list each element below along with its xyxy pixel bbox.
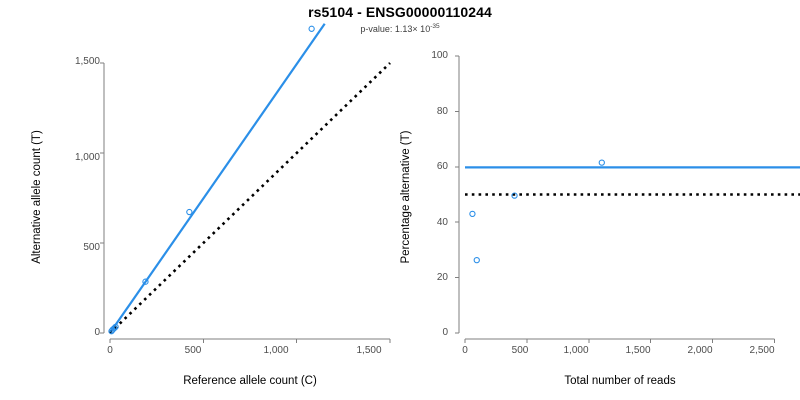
right-y-tick-60: 60 bbox=[436, 161, 448, 172]
right-x-tick-1000: 1,000 bbox=[563, 345, 589, 356]
right-x-tick-2000: 2,000 bbox=[687, 345, 713, 356]
right-x-tick-500: 500 bbox=[511, 345, 529, 356]
x-axis bbox=[109, 338, 391, 343]
left-y-tick-1000: 1,000 bbox=[74, 152, 100, 163]
right-y-tick-20: 20 bbox=[436, 272, 448, 283]
page-title: rs5104 - ENSG00000110244 bbox=[308, 4, 492, 20]
data-point bbox=[598, 159, 605, 166]
left-x-tick-0: 0 bbox=[107, 345, 113, 356]
regression-fit-line bbox=[110, 23, 326, 333]
figure-title-block: rs5104 - ENSG00000110244 p-value: 1.13× … bbox=[0, 4, 800, 35]
right-x-tick-2500: 2,500 bbox=[749, 345, 775, 356]
data-point bbox=[469, 210, 476, 218]
right-y-tick-0: 0 bbox=[442, 327, 448, 338]
left-y-tick-500: 500 bbox=[83, 242, 100, 253]
left-y-tick-1500: 1,500 bbox=[74, 56, 100, 67]
figure-subtitle: p-value: 1.13× 10-35 bbox=[0, 23, 800, 35]
data-point bbox=[473, 256, 480, 264]
right-y-tick-100: 100 bbox=[431, 50, 448, 61]
pvalue-text: p-value: 1.13× 10 bbox=[360, 24, 431, 34]
left-x-tick-1500: 1,500 bbox=[356, 345, 382, 356]
left-x-tick-1000: 1,000 bbox=[263, 345, 289, 356]
data-point bbox=[186, 208, 193, 216]
data-point bbox=[112, 323, 119, 331]
pvalue-exponent: -35 bbox=[430, 23, 440, 30]
data-point bbox=[308, 25, 315, 32]
right-x-tick-1500: 1,500 bbox=[625, 345, 651, 356]
right-y-tick-40: 40 bbox=[436, 217, 448, 228]
right-panel-plot-area bbox=[455, 55, 800, 343]
data-point bbox=[110, 325, 118, 332]
left-x-tick-500: 500 bbox=[184, 345, 202, 356]
data-point bbox=[142, 278, 149, 285]
y-axis bbox=[100, 62, 105, 334]
x-axis bbox=[464, 338, 775, 343]
left-panel-plot-area bbox=[100, 23, 391, 343]
y-axis bbox=[455, 55, 460, 334]
right-x-tick-0: 0 bbox=[462, 345, 468, 356]
data-point bbox=[511, 192, 518, 199]
right-y-tick-80: 80 bbox=[436, 106, 448, 117]
identity-line-line bbox=[109, 62, 391, 334]
left-panel-x-axis-title: Reference allele count (C) bbox=[183, 375, 317, 387]
left-y-tick-0: 0 bbox=[94, 327, 100, 338]
right-panel-x-axis-title: Total number of reads bbox=[564, 375, 676, 387]
